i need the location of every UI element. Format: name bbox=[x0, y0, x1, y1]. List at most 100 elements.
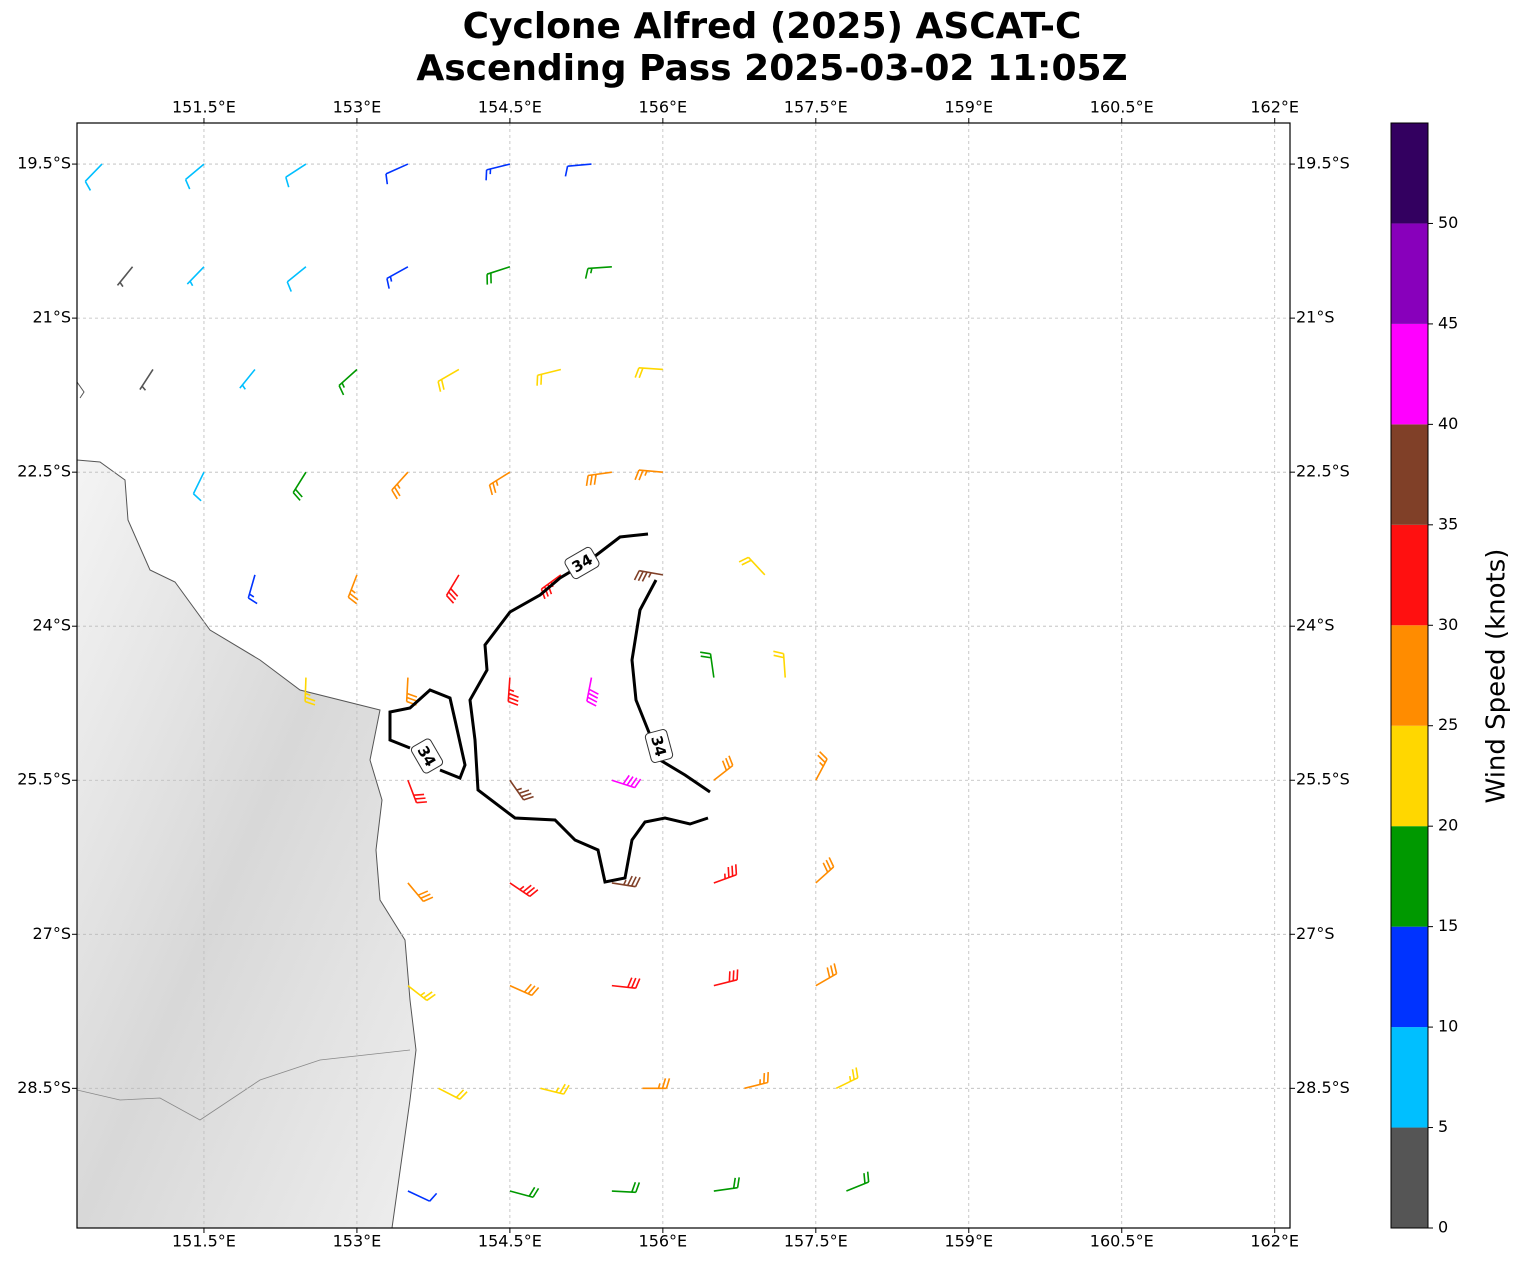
colorbar-swatch bbox=[1391, 1127, 1428, 1228]
colorbar-tick-label: 5 bbox=[1438, 1117, 1448, 1136]
x-tick-label: 162°E bbox=[1250, 1232, 1299, 1251]
x-tick-label: 157.5°E bbox=[784, 1232, 848, 1251]
y-tick-label: 28.5°S bbox=[1296, 1078, 1350, 1097]
y-tick-label: 27°S bbox=[32, 924, 71, 943]
wind-barb bbox=[405, 677, 418, 706]
x-tick-label: 154.5°E bbox=[478, 98, 542, 117]
wind-barb bbox=[184, 163, 205, 190]
wind-barb bbox=[438, 1087, 468, 1100]
colorbar-swatch bbox=[1391, 1027, 1428, 1128]
wind-barb bbox=[713, 1177, 740, 1192]
wind-barb bbox=[700, 651, 715, 678]
y-tick-label: 19.5°S bbox=[17, 154, 71, 173]
contour-label-box bbox=[410, 738, 444, 774]
wind-barb bbox=[815, 857, 835, 884]
wind-barb bbox=[507, 677, 519, 706]
wind-barb bbox=[186, 266, 205, 287]
wind-barb bbox=[738, 556, 766, 576]
x-tick-label: 151.5°E bbox=[172, 1232, 236, 1251]
x-tick-label: 160.5°E bbox=[1090, 98, 1154, 117]
contour-label: 34 bbox=[410, 738, 444, 774]
wind-barb bbox=[286, 266, 307, 292]
colorbar-swatch bbox=[1391, 223, 1428, 324]
contour-line bbox=[630, 579, 711, 794]
contour-label-box bbox=[564, 546, 600, 580]
colorbar-tick-label: 25 bbox=[1438, 715, 1458, 734]
wind-barb bbox=[642, 1078, 671, 1090]
x-tick-label: 154.5°E bbox=[478, 1232, 542, 1251]
colorbar-tick-label: 30 bbox=[1438, 615, 1458, 634]
wind-barb bbox=[634, 366, 663, 379]
x-tick-label: 157.5°E bbox=[784, 98, 848, 117]
y-tick-label: 22.5°S bbox=[17, 462, 71, 481]
title-line-2: Ascending Pass 2025-03-02 11:05Z bbox=[416, 48, 1127, 89]
colorbar-frame bbox=[1390, 122, 1429, 1229]
wind-barb bbox=[509, 983, 540, 997]
y-tick-label: 24°S bbox=[1296, 616, 1335, 635]
wind-barb bbox=[139, 369, 154, 391]
wind-barb bbox=[611, 875, 641, 888]
colorbar-label: Wind Speed (knots) bbox=[1482, 549, 1512, 804]
wind-barb bbox=[407, 779, 427, 804]
land bbox=[77, 381, 417, 1228]
colorbar-tick-label: 10 bbox=[1438, 1017, 1458, 1036]
wind-barb bbox=[488, 471, 511, 496]
y-tick-label: 27°S bbox=[1296, 924, 1335, 943]
contour-label-text: 34 bbox=[647, 734, 670, 759]
wind-barb bbox=[407, 882, 434, 903]
colorbar-swatch bbox=[1391, 725, 1428, 827]
colorbar-tick-label: 35 bbox=[1438, 514, 1458, 533]
colorbar-swatch bbox=[1391, 424, 1428, 525]
x-tick-label: 156°E bbox=[639, 98, 688, 117]
y-tick-label: 21°S bbox=[1296, 308, 1335, 327]
wind-barb bbox=[292, 471, 307, 501]
y-tick-label: 21°S bbox=[32, 308, 71, 327]
y-tick-label: 24°S bbox=[32, 616, 71, 635]
x-tick-label: 156°E bbox=[639, 1232, 688, 1251]
title-line-1: Cyclone Alfred (2025) ASCAT-C bbox=[463, 6, 1082, 47]
wind-barb bbox=[407, 1190, 438, 1202]
wind-barb bbox=[540, 1083, 570, 1095]
wind-barb bbox=[445, 574, 460, 604]
contour-label: 34 bbox=[644, 729, 674, 763]
contour-line bbox=[388, 688, 467, 780]
wind-barb bbox=[285, 163, 307, 188]
barbs bbox=[84, 163, 870, 1202]
wind-barb bbox=[391, 471, 409, 500]
wind-barb bbox=[84, 163, 103, 191]
wind-barb bbox=[407, 985, 436, 1002]
wind-barb bbox=[509, 882, 539, 898]
x-tick-label: 162°E bbox=[1250, 98, 1299, 117]
wind-barb bbox=[634, 469, 663, 481]
wind-barb bbox=[192, 471, 205, 502]
colorbar-swatch bbox=[1391, 323, 1428, 425]
x-tick-label: 159°E bbox=[944, 1232, 993, 1251]
contour-label: 34 bbox=[564, 546, 600, 580]
wind-barb bbox=[611, 977, 641, 989]
y-tick-label: 25.5°S bbox=[17, 770, 71, 789]
wind-barb bbox=[564, 163, 592, 177]
border bbox=[77, 1049, 411, 1121]
wind-barb bbox=[744, 1072, 770, 1090]
colorbar-swatch bbox=[1391, 926, 1428, 1028]
wind-barb bbox=[586, 677, 599, 707]
wind-barb bbox=[509, 1186, 540, 1199]
wind-barb bbox=[304, 677, 316, 706]
x-tick-label: 153°E bbox=[333, 98, 382, 117]
colorbar: 0 5 10 15 20 25 30 35 40 45 50 bbox=[1390, 122, 1458, 1237]
colorbar-tick-label: 50 bbox=[1438, 213, 1458, 232]
colorbar-swatch bbox=[1391, 123, 1428, 224]
wind-barb bbox=[247, 574, 258, 605]
wind-barb bbox=[486, 266, 511, 285]
colorbar-tick-label: 0 bbox=[1438, 1218, 1448, 1237]
colorbar-swatch bbox=[1391, 826, 1428, 927]
wind-barb bbox=[713, 969, 739, 987]
wind-barb bbox=[611, 1181, 641, 1194]
wind-barb bbox=[611, 774, 642, 789]
colorbar-tick-label: 20 bbox=[1438, 816, 1458, 835]
wind-barb bbox=[585, 471, 612, 486]
wind-barb bbox=[584, 265, 612, 279]
colorbar-swatch bbox=[1391, 625, 1428, 726]
